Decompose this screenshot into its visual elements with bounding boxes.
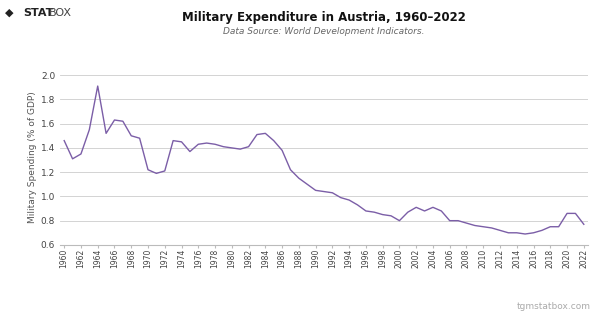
Text: Data Source: World Development Indicators.: Data Source: World Development Indicator… xyxy=(223,27,425,36)
Text: Military Expenditure in Austria, 1960–2022: Military Expenditure in Austria, 1960–20… xyxy=(182,11,466,24)
Text: ◆: ◆ xyxy=(5,8,13,18)
Text: STAT: STAT xyxy=(23,8,53,18)
Text: BOX: BOX xyxy=(49,8,72,18)
Text: tgmstatbox.com: tgmstatbox.com xyxy=(517,302,591,311)
Y-axis label: Military Spending (% of GDP): Military Spending (% of GDP) xyxy=(28,91,37,223)
